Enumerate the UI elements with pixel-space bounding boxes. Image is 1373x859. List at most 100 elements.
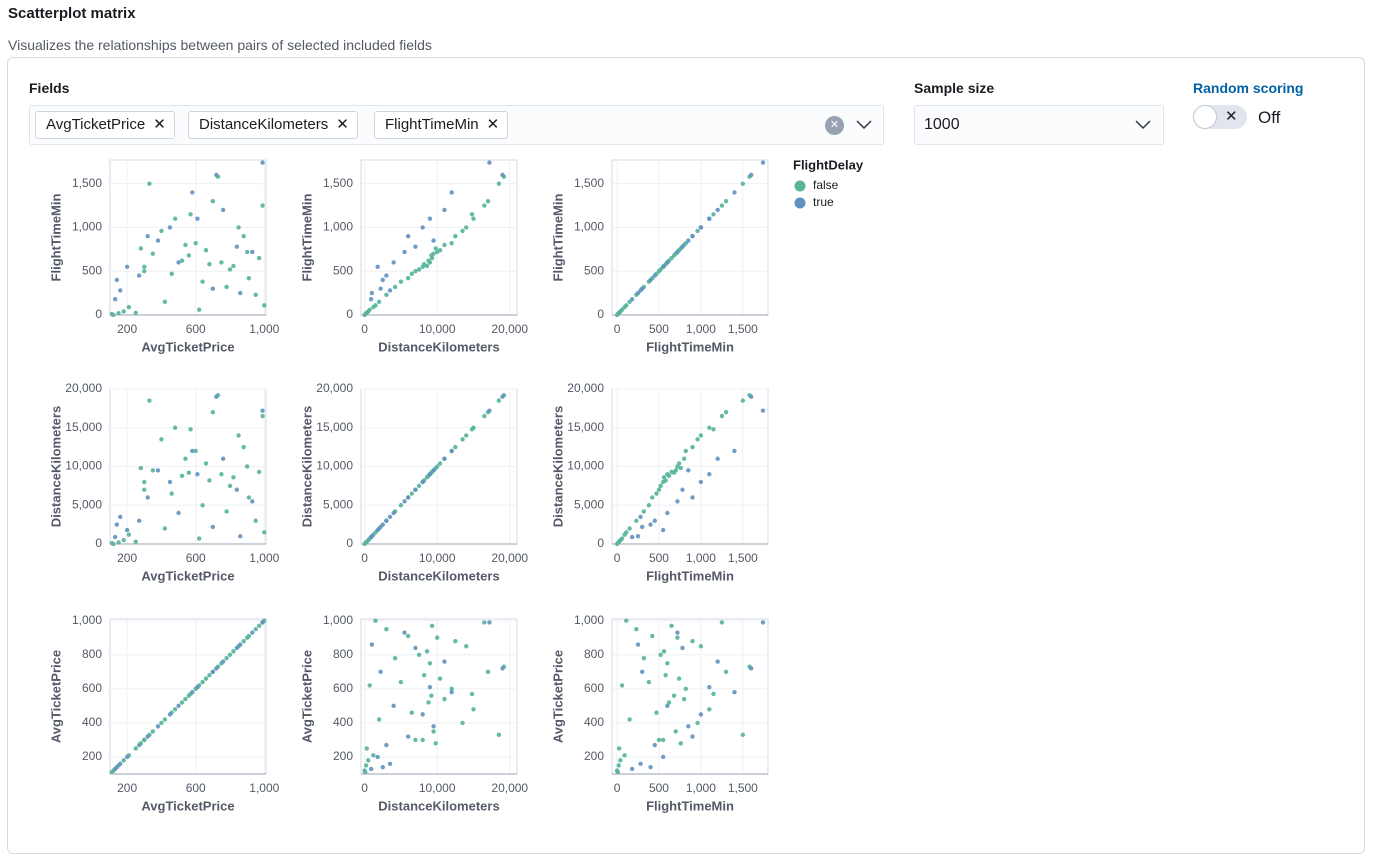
field-chip[interactable]: FlightTimeMin ✕ — [374, 111, 509, 139]
scatter-point — [391, 703, 396, 709]
scatter-point — [424, 649, 430, 654]
y-tick-label: 1,000 — [574, 613, 604, 627]
sample-size-value: 1000 — [924, 116, 960, 133]
scatter-point — [234, 645, 240, 651]
scatter-point — [487, 620, 492, 625]
scatter-point — [375, 754, 380, 760]
scatter-point — [698, 433, 704, 438]
scatter-point — [652, 273, 657, 278]
scatter-point — [246, 276, 252, 281]
y-tick-label: 800 — [82, 647, 102, 661]
scatter-point — [715, 456, 720, 461]
random-scoring-toggle[interactable]: ✕ — [1193, 105, 1247, 129]
scatter-point — [715, 659, 720, 664]
scatter-point — [186, 470, 192, 475]
scatter-point — [740, 181, 746, 186]
scatter-point — [681, 456, 687, 461]
scatter-point — [114, 522, 120, 527]
plot-frame — [611, 618, 769, 775]
scatter-point — [188, 427, 193, 432]
scatter-point — [118, 761, 123, 766]
scatter-point — [136, 273, 142, 278]
scatter-point — [112, 534, 118, 540]
scatter-point — [405, 233, 411, 239]
scatter-point — [460, 228, 465, 234]
scatter-point — [615, 311, 621, 317]
scatter-point — [711, 691, 716, 697]
y-tick-label: 0 — [346, 536, 353, 550]
scatter-point — [124, 754, 130, 760]
y-tick-label: 5,000 — [323, 497, 353, 511]
scatter-point — [190, 190, 195, 195]
scatter-point — [367, 683, 372, 688]
scatter-point — [398, 279, 404, 284]
scatter-point — [387, 288, 393, 293]
x-axis-label: FlightTimeMin — [646, 798, 734, 813]
x-tick-label: 0 — [361, 322, 368, 336]
scatter-point — [635, 290, 641, 296]
y-tick-label: 1,500 — [323, 176, 353, 190]
scatter-point — [638, 514, 643, 520]
sample-size-select[interactable]: 1000 — [914, 105, 1164, 145]
remove-icon[interactable]: ✕ — [336, 116, 349, 133]
field-chip[interactable]: AvgTicketPrice ✕ — [35, 111, 175, 139]
scatter-point — [210, 198, 216, 204]
scatter-point — [363, 541, 368, 546]
clear-button[interactable]: ✕ — [825, 116, 844, 135]
scatter-point — [666, 700, 672, 705]
scatter-point — [210, 286, 216, 291]
fields-combo[interactable]: AvgTicketPrice ✕ DistanceKilometers ✕ Flig… — [29, 105, 884, 145]
scatter-point — [420, 479, 425, 485]
scatter-point — [690, 233, 695, 239]
scatter-point — [238, 642, 243, 647]
scatter-point — [482, 203, 487, 208]
scatter-point — [650, 633, 655, 639]
scatter-point — [112, 766, 118, 772]
scatter-point — [176, 260, 181, 265]
remove-icon[interactable]: ✕ — [153, 116, 166, 133]
scatter-point — [675, 635, 680, 640]
scatter-point — [367, 307, 372, 312]
x-axis-label: AvgTicketPrice — [141, 798, 234, 813]
scatter-point — [707, 216, 712, 221]
scatter-point — [711, 212, 716, 217]
scatter-point — [176, 703, 181, 709]
scatter-point — [681, 696, 687, 702]
scatter-point — [155, 238, 161, 243]
scatter-point — [193, 448, 198, 454]
x-tick-label: 0 — [361, 781, 368, 795]
scatter-point — [176, 510, 181, 516]
remove-icon[interactable]: ✕ — [486, 116, 500, 133]
scatter-point — [629, 766, 635, 772]
scatter-point — [250, 499, 255, 504]
scatter-point — [179, 473, 185, 478]
y-tick-label: 200 — [333, 749, 353, 763]
scatter-point — [183, 456, 188, 461]
scatter-point — [172, 707, 178, 712]
x-tick-label: 0 — [614, 781, 621, 795]
scatter-point — [375, 527, 380, 533]
scatter-point — [719, 620, 725, 625]
scatter-point — [262, 530, 267, 535]
y-tick-label: 15,000 — [65, 420, 102, 434]
dropdown-arrow[interactable] — [856, 119, 872, 131]
scatter-point — [639, 286, 645, 291]
scatter-point — [210, 669, 216, 675]
scatter-point — [227, 267, 233, 272]
scatter-point — [126, 532, 132, 537]
field-chip[interactable]: DistanceKilometers ✕ — [188, 111, 358, 139]
scatter-point — [634, 518, 639, 523]
scatter-point — [159, 437, 164, 442]
y-tick-label: 0 — [346, 307, 353, 321]
scatter-point — [260, 408, 265, 413]
toggle-icon: ✕ — [1225, 108, 1238, 125]
scatter-point — [190, 448, 195, 454]
scatter-point — [142, 737, 147, 743]
scatter-point — [433, 741, 438, 746]
scatter-point — [231, 263, 236, 269]
scatter-point — [368, 297, 374, 302]
scatter-point — [114, 277, 120, 283]
scatter-point — [155, 724, 161, 729]
scatter-point — [402, 630, 407, 635]
scatter-point — [449, 686, 454, 692]
